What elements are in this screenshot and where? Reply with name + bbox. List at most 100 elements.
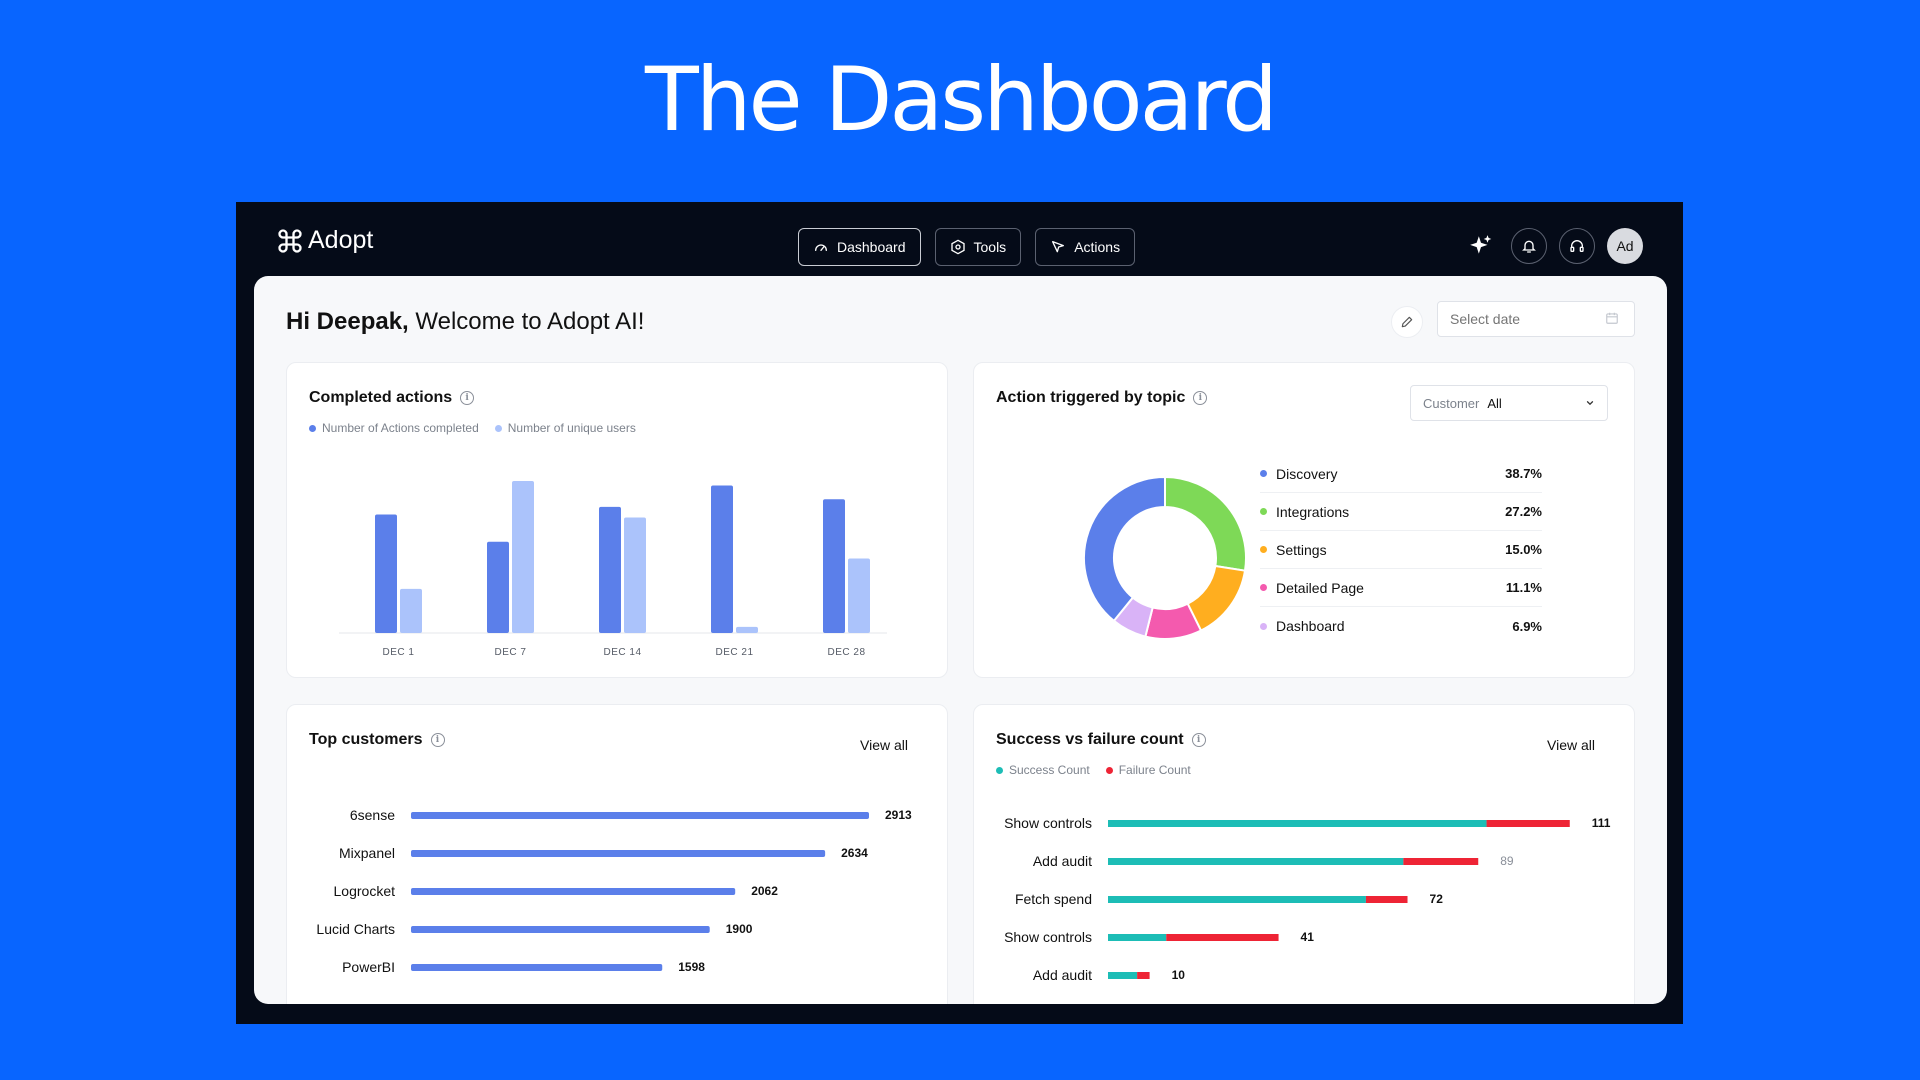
customer-bar[interactable] (411, 850, 826, 857)
info-icon[interactable]: i (460, 391, 475, 405)
bar-actions[interactable] (487, 541, 509, 633)
edit-button[interactable] (1391, 306, 1423, 338)
customer-value: 2062 (751, 884, 778, 898)
success-failure-card: Success vs failure count i View all Succ… (973, 704, 1635, 1004)
bar-users[interactable] (848, 558, 870, 633)
customer-value: 2913 (885, 808, 912, 822)
nav-actions-button[interactable]: Actions (1035, 228, 1136, 266)
legend-dot (309, 425, 316, 433)
legend-label: Failure Count (1118, 763, 1191, 777)
date-picker-input[interactable] (1437, 301, 1635, 337)
cursor-icon (1052, 241, 1065, 253)
bar-users[interactable] (736, 626, 758, 633)
failure-bar[interactable] (1403, 858, 1479, 865)
failure-bar[interactable] (1486, 820, 1570, 827)
completed-actions-card: Completed actions i Number of Actions co… (286, 362, 948, 678)
main-nav: Dashboard Tools Actions (798, 228, 1136, 266)
legend-dot (996, 767, 1003, 775)
dropdown-label: Customer (1423, 395, 1480, 411)
pencil-icon (1401, 316, 1413, 328)
legend-label: Number of Actions completed (322, 421, 479, 435)
action-label: Show controls (1004, 929, 1092, 945)
x-tick-label: DEC 14 (603, 647, 641, 658)
legend-label: Number of unique users (507, 421, 636, 435)
topic-row: Dashboard 6.9% (1260, 607, 1542, 645)
bar-users[interactable] (624, 517, 646, 633)
x-tick-label: DEC 1 (383, 647, 415, 658)
legend-item: Success Count (996, 763, 1090, 777)
success-failure-title-text: Success vs failure count (996, 731, 1184, 748)
dashboard-content: Hi Deepak, Welcome to Adopt AI! Complete… (254, 276, 1667, 1004)
total-value: 41 (1301, 930, 1315, 944)
nav-dashboard-button[interactable]: Dashboard (798, 228, 921, 266)
bar-actions[interactable] (599, 506, 621, 633)
donut-slice[interactable] (1164, 475, 1247, 572)
legend-dot (1260, 546, 1267, 553)
topic-row: Detailed Page 11.1% (1260, 569, 1542, 607)
success-failure-view-all-link[interactable]: View all (1547, 737, 1595, 753)
legend-dot (1260, 470, 1267, 477)
customer-bar[interactable] (411, 812, 869, 819)
greeting: Hi Deepak, Welcome to Adopt AI! (286, 308, 644, 336)
topic-title: Action triggered by topic i (996, 389, 1208, 407)
donut-slice[interactable] (1083, 475, 1166, 623)
topic-name: Integrations (1276, 503, 1350, 520)
x-tick-label: DEC 28 (827, 647, 865, 658)
success-bar[interactable] (1108, 820, 1487, 827)
greeting-welcome: Welcome to Adopt AI! (408, 308, 645, 335)
bar-users[interactable] (512, 481, 534, 633)
bell-icon (1522, 240, 1536, 253)
bar-actions[interactable] (711, 485, 733, 633)
brand-logo[interactable]: Adopt (276, 226, 373, 255)
topic-title-text: Action triggered by topic (996, 389, 1186, 406)
failure-bar[interactable] (1166, 934, 1279, 941)
support-button[interactable] (1559, 228, 1595, 264)
legend-label: Success Count (1009, 763, 1090, 777)
calendar-icon[interactable] (1605, 311, 1619, 325)
action-label: Fetch spend (1015, 891, 1092, 907)
legend-dot (1260, 508, 1267, 515)
nav-tools-label: Tools (973, 239, 1007, 255)
nav-actions-label: Actions (1074, 239, 1121, 255)
bar-actions[interactable] (823, 499, 845, 633)
action-label: Add audit (1033, 967, 1092, 983)
notifications-button[interactable] (1511, 228, 1547, 264)
failure-bar[interactable] (1365, 896, 1408, 903)
headset-icon (1570, 240, 1584, 252)
action-label: Add audit (1033, 853, 1092, 869)
info-icon[interactable]: i (1193, 391, 1208, 405)
ai-sparkle-button[interactable] (1463, 228, 1499, 264)
bar-actions[interactable] (375, 514, 397, 633)
dropdown-value: All (1487, 395, 1502, 411)
hexagon-icon (950, 239, 965, 255)
customer-value: 1598 (678, 960, 705, 974)
success-bar[interactable] (1108, 934, 1167, 941)
topic-donut-chart (1083, 475, 1247, 640)
customer-label: Lucid Charts (316, 921, 395, 937)
nav-tools-button[interactable]: Tools (934, 228, 1022, 266)
topic-row: Settings 15.0% (1260, 531, 1542, 569)
user-avatar[interactable]: Ad (1607, 228, 1643, 264)
success-failure-legend: Success Count Failure Count (996, 763, 1191, 777)
completed-actions-legend: Number of Actions completed Number of un… (309, 421, 636, 435)
info-icon[interactable]: i (1191, 733, 1206, 747)
topic-card: Action triggered by topic i Customer All… (973, 362, 1635, 678)
success-bar[interactable] (1108, 972, 1138, 979)
bar-users[interactable] (400, 588, 422, 633)
customer-bar[interactable] (411, 888, 736, 895)
topic-percent: 6.9% (1512, 618, 1542, 634)
legend-item: Number of Actions completed (309, 421, 479, 435)
action-label: Show controls (1004, 815, 1092, 831)
success-bar[interactable] (1108, 858, 1404, 865)
info-icon[interactable]: i (430, 733, 445, 747)
customer-bar[interactable] (411, 926, 710, 933)
top-customers-view-all-link[interactable]: View all (860, 737, 908, 753)
failure-bar[interactable] (1137, 972, 1150, 979)
customer-bar[interactable] (411, 964, 663, 971)
customer-label: 6sense (350, 807, 395, 823)
legend-item: Failure Count (1105, 763, 1191, 777)
customer-filter-dropdown[interactable]: Customer All (1410, 385, 1608, 421)
success-bar[interactable] (1108, 896, 1366, 903)
topic-name: Discovery (1276, 465, 1338, 482)
legend-item: Number of unique users (494, 421, 636, 435)
